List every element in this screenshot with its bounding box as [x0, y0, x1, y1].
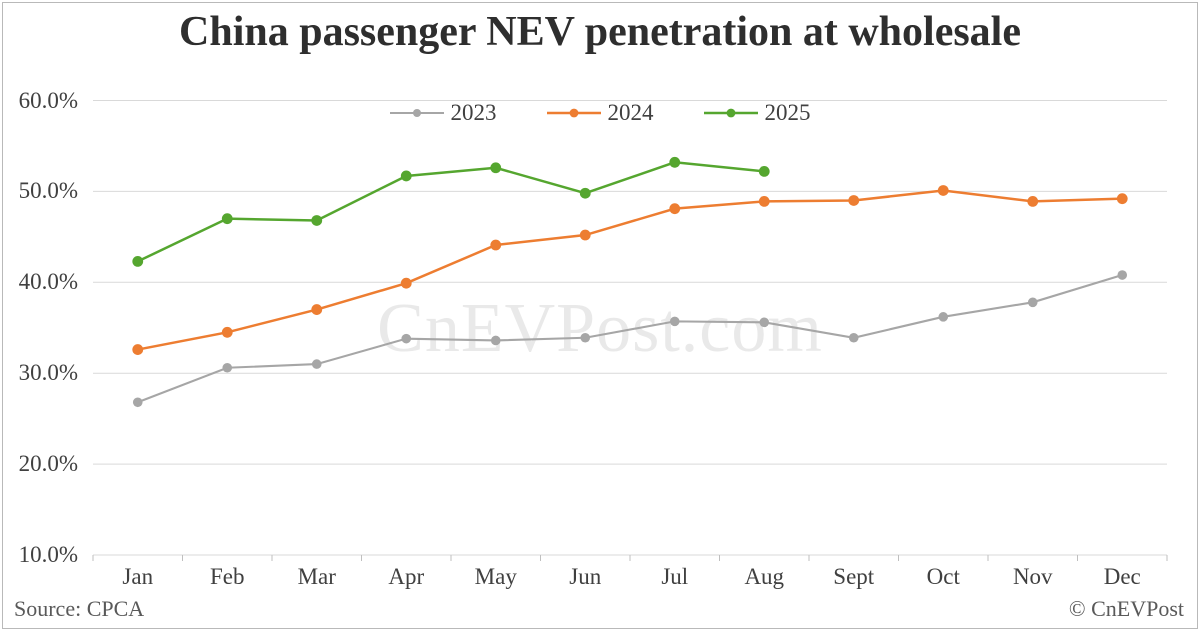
data-point-2023-oct [938, 312, 949, 322]
data-point-2023-may [490, 335, 501, 346]
legend-label-2025: 2025 [764, 100, 811, 125]
data-point-2024-mar [311, 304, 323, 315]
legend: 2023 2024 2025 [0, 100, 1200, 126]
copyright-label: © CnEVPost [1068, 596, 1184, 621]
data-point-2023-mar [311, 359, 322, 369]
x-axis-label-oct: Oct [926, 564, 960, 589]
x-axis-label-jun: Jun [569, 564, 602, 589]
series-2025-line [137, 161, 765, 263]
legend-item-2025: 2025 [703, 100, 811, 126]
data-point-2024-dec [1116, 193, 1128, 205]
x-axis-label-apr: Apr [388, 564, 425, 589]
data-point-2023-nov [1027, 297, 1038, 308]
legend-marker-2024 [546, 108, 601, 118]
data-point-2025-may [490, 162, 502, 174]
x-axis-label-mar: Mar [297, 564, 336, 589]
data-point-2024-jul [669, 203, 681, 215]
data-point-2025-jul [669, 156, 681, 168]
data-point-2025-aug [758, 166, 770, 177]
data-point-2025-apr [400, 170, 412, 182]
y-axis-label-40: 40.0% [18, 269, 78, 295]
data-point-2023-jul [669, 316, 680, 327]
data-point-2024-jan [132, 344, 144, 355]
data-point-2023-jun [580, 332, 591, 343]
data-point-2025-jan [132, 255, 144, 267]
data-point-2023-feb [222, 362, 233, 373]
watermark: CnEVPost.com [377, 290, 823, 367]
x-axis-label-feb: Feb [210, 564, 245, 589]
data-point-2025-jun [579, 187, 591, 199]
legend-item-2023: 2023 [389, 100, 497, 126]
y-axis-label-10: 10.0% [18, 542, 78, 567]
source-label: Source: CPCA [14, 596, 145, 621]
y-axis-label-50: 50.0% [18, 178, 78, 204]
y-axis-label-20: 20.0% [18, 451, 78, 477]
data-point-2023-sept [848, 332, 859, 343]
series-2023-line [137, 274, 1123, 404]
data-point-2024-aug [758, 195, 770, 207]
data-point-2024-jun [579, 229, 591, 241]
x-axis-label-aug: Aug [744, 564, 785, 589]
data-point-2024-sept [848, 195, 860, 206]
data-point-2024-may [490, 239, 502, 251]
x-axis-label-nov: Nov [1012, 564, 1053, 589]
x-axis-label-jan: Jan [122, 564, 154, 589]
data-point-2023-aug [759, 317, 770, 328]
data-point-2023-apr [401, 333, 412, 344]
x-axis-label-may: May [474, 564, 517, 589]
legend-marker-2023 [389, 109, 444, 117]
legend-label-2023: 2023 [450, 100, 497, 125]
chart-title: China passenger NEV penetration at whole… [179, 9, 1021, 55]
x-axis-label-jul: Jul [661, 564, 689, 589]
data-point-2025-feb [221, 213, 233, 225]
data-point-2025-mar [311, 215, 323, 226]
legend-label-2024: 2024 [607, 100, 654, 125]
x-axis-label-sept: Sept [833, 564, 875, 589]
y-axis-label-30: 30.0% [18, 360, 78, 386]
legend-marker-2025 [703, 108, 758, 118]
data-point-2024-oct [937, 185, 949, 196]
data-point-2023-dec [1117, 270, 1128, 280]
data-point-2024-feb [221, 326, 233, 338]
x-axis-label-dec: Dec [1103, 564, 1141, 589]
y-axis-label-60: 60.0% [18, 87, 78, 113]
data-point-2024-apr [400, 277, 412, 289]
series-2024-line [137, 189, 1123, 351]
legend-item-2024: 2024 [546, 100, 654, 126]
data-point-2023-jan [132, 397, 143, 408]
data-point-2024-nov [1027, 195, 1039, 207]
